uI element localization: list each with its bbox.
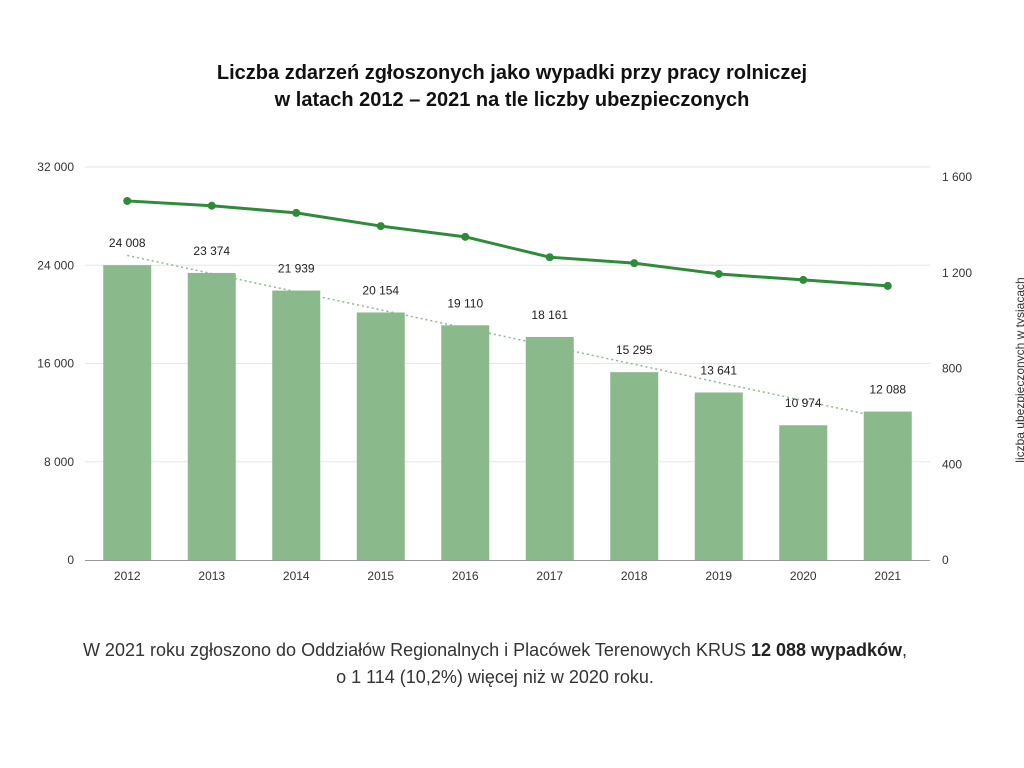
caption-suffix: ,: [902, 640, 908, 660]
bar: [863, 411, 912, 560]
x-tick-label: 2012: [114, 569, 141, 583]
x-tick-label: 2019: [705, 569, 732, 583]
bar: [187, 272, 236, 560]
bar: [694, 392, 743, 560]
combo-chart: 24 008 23 374 21 939 20 154 19 110 18 161 15 2…: [37, 160, 1024, 583]
bar: [610, 372, 659, 560]
bar: [441, 325, 490, 560]
bar-value-label: 15 295: [616, 343, 653, 357]
insured-point: [630, 259, 639, 268]
bar-value-label: 19 110: [447, 296, 483, 310]
right-tick-label: 1 600: [942, 170, 972, 184]
insured-point: [123, 196, 132, 205]
left-tick-label: 0: [67, 553, 74, 567]
trendline-series: [127, 254, 888, 420]
caption-bold: 12 088 wypadków: [750, 640, 903, 660]
bar: [356, 312, 405, 560]
insured-point: [292, 208, 301, 217]
left-tick-label: 8 000: [44, 455, 74, 469]
bar-value-label: 10 974: [785, 396, 822, 410]
right-tick-label: 800: [942, 362, 962, 376]
x-tick-label: 2016: [452, 569, 479, 583]
right-tick-label: 400: [942, 457, 962, 471]
bar-value-label: 23 374: [193, 244, 230, 258]
bar: [103, 265, 152, 560]
bar: [272, 290, 321, 560]
chart-title: Liczba zdarzeń zgłoszonych jako wypadki …: [0, 60, 1024, 114]
left-axis: 0 8 000 16 000 24 000 32 000: [37, 160, 74, 567]
bar-value-label: 13 641: [700, 363, 737, 377]
insured-line: [127, 199, 888, 288]
insured-point: [376, 222, 385, 231]
right-tick-label: 0: [942, 553, 949, 567]
bar-value-label: 20 154: [362, 283, 399, 297]
bar: [779, 425, 828, 560]
line-series: [123, 196, 892, 290]
x-tick-label: 2013: [198, 569, 225, 583]
bar-value-label: 12 088: [869, 383, 906, 397]
insured-point: [461, 232, 470, 241]
insured-point: [799, 275, 808, 284]
bar-value-label: 24 008: [109, 236, 146, 250]
caption-line-1: W 2021 roku zgłoszono do Oddziałów Regio…: [0, 637, 990, 664]
right-axis: 0 400 800 1 200 1 600: [942, 170, 972, 567]
left-tick-label: 16 000: [37, 357, 74, 371]
bar-series: [103, 265, 912, 560]
right-tick-label: 1 200: [942, 266, 972, 280]
left-tick-label: 24 000: [37, 258, 74, 272]
x-tick-label: 2018: [621, 569, 648, 583]
caption: W 2021 roku zgłoszono do Oddziałów Regio…: [0, 637, 990, 691]
trendline: [127, 254, 888, 420]
x-tick-label: 2020: [790, 569, 817, 583]
bar-value-label: 21 939: [278, 262, 315, 276]
bar: [525, 336, 574, 560]
chart-title-line-2: w latach 2012 – 2021 na tle liczby ubezp…: [274, 89, 750, 111]
insured-point: [714, 269, 723, 278]
x-tick-label: 2015: [367, 569, 394, 583]
x-tick-label: 2014: [283, 569, 310, 583]
caption-line-2: o 1 114 (10,2%) więcej niż w 2020 roku.: [336, 667, 654, 687]
insured-point: [883, 281, 892, 290]
x-tick-label: 2021: [874, 569, 901, 583]
x-tick-label: 2017: [536, 569, 563, 583]
bar-value-label: 18 161: [531, 308, 568, 322]
data-labels: 24 008 23 374 21 939 20 154 19 110 18 161 15 2…: [109, 236, 907, 410]
chart-title-line-1: Liczba zdarzeń zgłoszonych jako wypadki …: [216, 62, 808, 84]
x-axis: 2012 2013 2014 2015 2016 2017 2018 2019 2020 2021: [114, 569, 902, 583]
left-tick-label: 32 000: [37, 160, 74, 174]
insured-point: [545, 253, 554, 262]
insured-point: [207, 201, 216, 210]
caption-prefix: W 2021 roku zgłoszono do Oddziałów Regio…: [82, 640, 751, 660]
right-axis-title: liczba ubezpieczonych w tysiącach: [1013, 277, 1024, 462]
